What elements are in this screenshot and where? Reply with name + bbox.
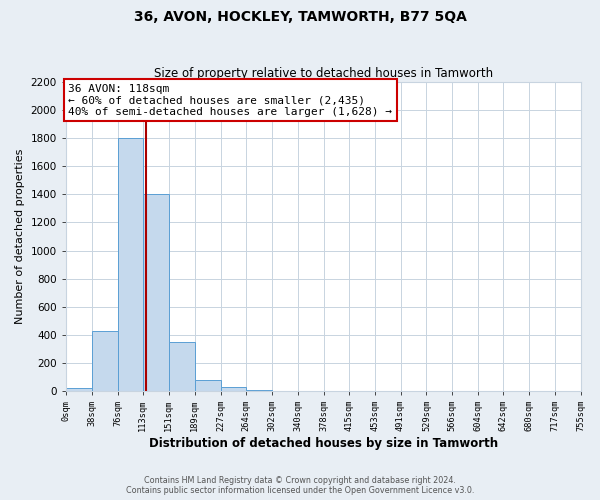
Title: Size of property relative to detached houses in Tamworth: Size of property relative to detached ho… bbox=[154, 66, 493, 80]
Text: 36, AVON, HOCKLEY, TAMWORTH, B77 5QA: 36, AVON, HOCKLEY, TAMWORTH, B77 5QA bbox=[134, 10, 466, 24]
X-axis label: Distribution of detached houses by size in Tamworth: Distribution of detached houses by size … bbox=[149, 437, 498, 450]
Text: 36 AVON: 118sqm
← 60% of detached houses are smaller (2,435)
40% of semi-detache: 36 AVON: 118sqm ← 60% of detached houses… bbox=[68, 84, 392, 117]
Text: Contains HM Land Registry data © Crown copyright and database right 2024.
Contai: Contains HM Land Registry data © Crown c… bbox=[126, 476, 474, 495]
Y-axis label: Number of detached properties: Number of detached properties bbox=[15, 149, 25, 324]
Bar bbox=[246, 390, 272, 391]
Bar bbox=[169, 342, 194, 391]
Bar bbox=[66, 388, 92, 391]
Bar bbox=[221, 388, 246, 391]
Bar bbox=[194, 380, 221, 391]
Bar bbox=[92, 330, 118, 391]
Bar bbox=[143, 194, 169, 391]
Bar bbox=[118, 138, 143, 391]
